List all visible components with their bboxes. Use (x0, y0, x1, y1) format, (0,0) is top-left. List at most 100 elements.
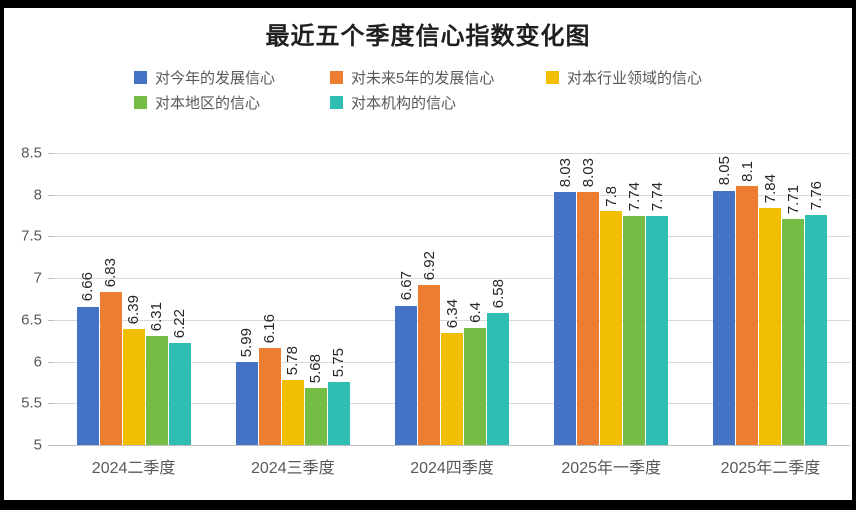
bar-group: 6.66 6.83 6.39 6.31 6.22 (54, 153, 213, 445)
gridline (54, 236, 850, 238)
bar-value-label: 8.1 (738, 160, 756, 182)
y-axis-tick (48, 361, 54, 363)
bar-column: 8.03 (554, 158, 577, 445)
bar-column: 6.22 (168, 309, 191, 445)
legend-item: 对本机构的信心 (330, 92, 546, 113)
y-axis-tick (48, 278, 54, 280)
x-axis-label: 2024三季度 (251, 460, 335, 477)
bar-value-label: 8.05 (715, 156, 733, 186)
bar (76, 306, 99, 445)
bar-value-label: 5.78 (284, 345, 302, 375)
legend-swatch-icon (330, 71, 343, 84)
bar-column: 8.1 (736, 160, 759, 445)
y-axis-tick (48, 153, 54, 154)
y-axis-label: 8 (33, 186, 42, 204)
bar-column: 7.84 (759, 174, 782, 445)
bar (395, 305, 417, 445)
y-axis-tick (48, 236, 54, 238)
bar-value-label: 6.22 (171, 309, 189, 339)
legend-item: 对本地区的信心 (134, 92, 330, 113)
bar-column: 6.4 (464, 302, 486, 445)
bar-column: 7.74 (623, 182, 646, 445)
bar-column: 6.31 (145, 301, 168, 445)
plot-area: 6.66 6.83 6.39 6.31 6.22 5.99 6.16 5.78 5.68 5.75… (4, 145, 852, 454)
bar-value-label: 5.68 (307, 354, 325, 384)
legend-item: 对未来5年的发展信心 (330, 67, 546, 88)
legend-item: 对今年的发展信心 (134, 67, 330, 88)
bar (441, 333, 463, 445)
bar (145, 335, 168, 445)
legend-label: 对本地区的信心 (155, 95, 261, 112)
bar (805, 214, 828, 445)
bar (782, 218, 805, 445)
x-axis-label: 2025年一季度 (561, 460, 662, 477)
bar-value-label: 6.58 (489, 278, 507, 309)
legend-swatch-icon (134, 71, 147, 84)
bar-value-label: 7.8 (602, 185, 620, 207)
bar-column: 6.39 (122, 295, 145, 445)
bar-value-label: 7.71 (784, 184, 802, 214)
x-axis: 2024二季度 2024三季度 2024四季度 2025年一季度 2025年二季度 (54, 445, 850, 478)
y-axis-tick (48, 319, 54, 321)
bar-value-label: 6.4 (466, 302, 484, 324)
bar-column: 5.75 (327, 348, 350, 445)
bar-group: 8.05 8.1 7.84 7.71 7.76 (691, 153, 850, 445)
bar-column: 7.74 (646, 182, 669, 445)
legend-swatch-icon (330, 96, 343, 109)
legend-item: 对本行业领域的信心 (546, 67, 814, 88)
legend-swatch-icon (134, 96, 147, 109)
bar-column: 6.34 (441, 299, 463, 445)
bar-column: 6.66 (76, 272, 99, 445)
y-axis-tick (48, 194, 54, 196)
bar-column: 5.68 (304, 354, 327, 445)
bar-value-label: 6.67 (397, 271, 415, 301)
bar-value-label: 5.75 (330, 348, 348, 378)
bar (600, 211, 623, 445)
bar-column: 6.16 (258, 314, 281, 445)
bar-value-label: 6.92 (420, 250, 438, 280)
bar-column: 7.76 (805, 181, 828, 445)
bar-group: 8.03 8.03 7.8 7.74 7.74 (532, 153, 691, 445)
gridline (54, 194, 850, 196)
bar-value-label: 7.74 (648, 182, 666, 212)
gridline (54, 319, 850, 321)
bar-value-label: 6.31 (148, 301, 166, 331)
x-axis-label: 2024四季度 (410, 460, 494, 477)
legend: 对今年的发展信心 对未来5年的发展信心 对本行业领域的信心对本地区的信心 对本机构的信… (134, 67, 814, 113)
bar (554, 192, 577, 445)
bar-column: 8.05 (713, 156, 736, 445)
bar-value-label: 6.16 (261, 314, 279, 344)
legend-label: 对本机构的信心 (351, 95, 457, 112)
bar (418, 284, 440, 445)
bar-value-label: 8.03 (556, 158, 574, 188)
y-axis-label: 7.5 (21, 227, 42, 245)
y-axis-label: 7 (33, 269, 42, 287)
bar-group: 6.67 6.92 6.34 6.4 6.58 (372, 153, 531, 445)
y-axis-tick (48, 445, 54, 446)
bar-value-label: 8.03 (579, 158, 597, 188)
gridline (54, 153, 850, 154)
bar (713, 190, 736, 445)
bar-value-label: 6.66 (79, 272, 97, 302)
bar-column: 7.71 (782, 184, 805, 445)
bar (736, 186, 759, 445)
bar-column: 6.58 (487, 279, 509, 445)
bar-value-label: 5.99 (238, 328, 256, 358)
bar-value-label: 7.74 (625, 182, 643, 212)
y-axis-label: 5 (33, 436, 42, 454)
legend-label: 对未来5年的发展信心 (351, 70, 495, 87)
bar (168, 343, 191, 445)
bar-column: 5.78 (281, 345, 304, 445)
bar (646, 216, 669, 445)
y-axis-label: 6.5 (21, 311, 42, 329)
bar (304, 388, 327, 445)
bar-value-label: 6.34 (443, 299, 461, 329)
bar (122, 329, 145, 445)
legend-label: 对今年的发展信心 (155, 70, 276, 87)
bar-column: 6.92 (418, 251, 440, 445)
bar-column: 6.67 (395, 271, 417, 445)
x-axis-label: 2025年二季度 (720, 460, 821, 477)
gridline (54, 278, 850, 280)
bar (487, 313, 509, 445)
